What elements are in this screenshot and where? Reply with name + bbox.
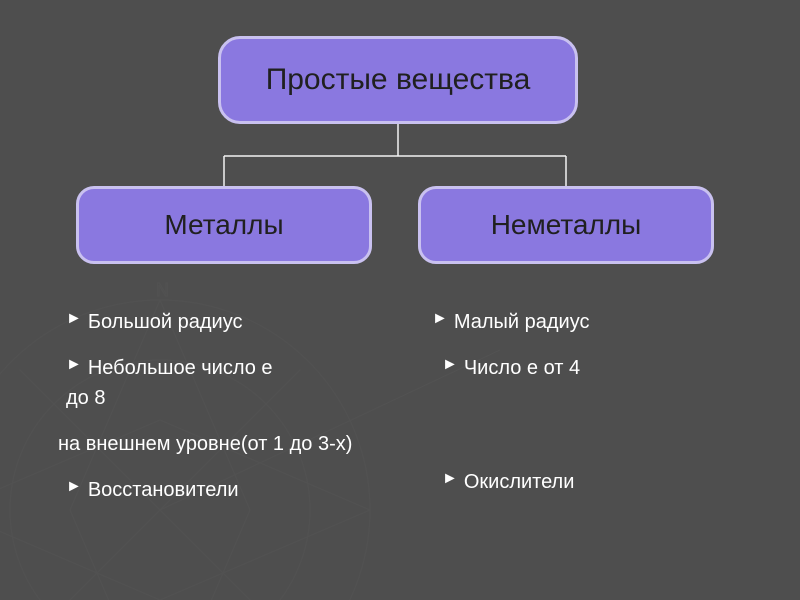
bullet-icon: ► — [66, 354, 82, 376]
node-left: Металлы — [76, 186, 372, 264]
bullet-text: Большой радиус — [88, 308, 243, 336]
diagram-content: Простые вещества Металлы Неметаллы ► Бол… — [0, 0, 800, 600]
list-item: на внешнем уровне(от 1 до 3-х) — [58, 430, 352, 458]
list-item: ► Число е от 4 — [442, 354, 590, 382]
node-root: Простые вещества — [218, 36, 578, 124]
bullet-text: Число е от 4 — [464, 354, 580, 382]
bullet-subtext: до 8 — [66, 384, 352, 412]
bullet-icon: ► — [442, 354, 458, 376]
bullet-icon: ► — [66, 476, 82, 498]
bullet-icon: ► — [442, 468, 458, 490]
list-item: ► Большой радиус — [66, 308, 352, 336]
list-item: ► Окислители — [442, 468, 590, 496]
bullets-left: ► Большой радиус ► Небольшое число е до … — [66, 308, 352, 522]
bullet-text: Окислители — [464, 468, 575, 496]
node-right: Неметаллы — [418, 186, 714, 264]
list-item: ► Малый радиус — [432, 308, 590, 336]
bullets-right: ► Малый радиус ► Число е от 4 ► Окислите… — [432, 308, 590, 514]
bullet-icon: ► — [66, 308, 82, 330]
node-root-label: Простые вещества — [266, 63, 531, 97]
node-left-label: Металлы — [164, 209, 283, 241]
spacer — [432, 400, 590, 468]
list-item: ► Небольшое число е — [66, 354, 352, 382]
bullet-text: на внешнем уровне(от 1 до 3-х) — [58, 430, 352, 458]
bullet-text: Восстановители — [88, 476, 239, 504]
bullet-text: Небольшое число е — [88, 354, 273, 382]
node-right-label: Неметаллы — [491, 209, 642, 241]
bullet-text: Малый радиус — [454, 308, 590, 336]
list-item: ► Восстановители — [66, 476, 352, 504]
bullet-icon: ► — [432, 308, 448, 330]
